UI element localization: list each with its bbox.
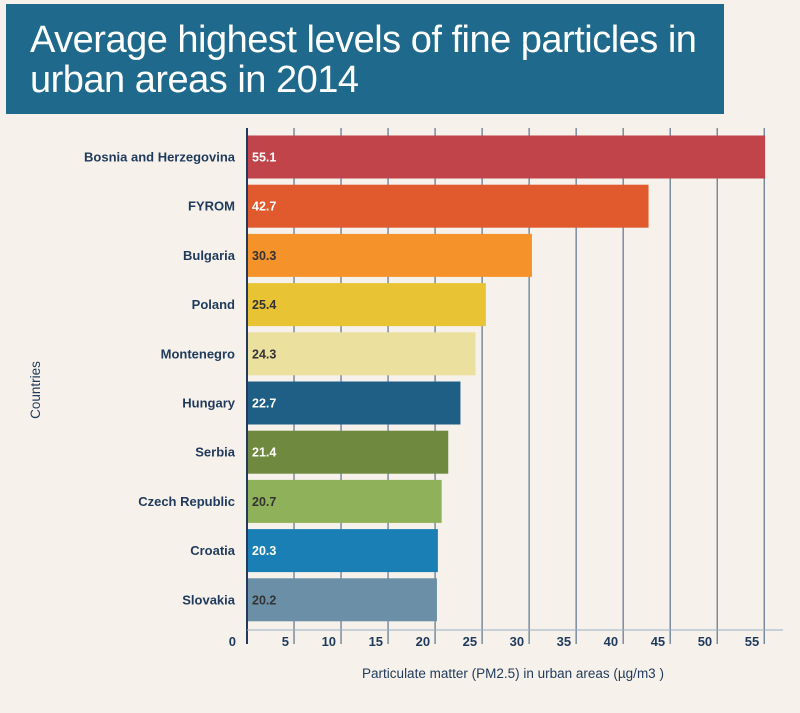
x-tick-55: 55 xyxy=(745,634,759,649)
bar-9 xyxy=(247,529,438,573)
value-label-3: 30.3 xyxy=(252,249,276,263)
bar-6 xyxy=(247,381,461,425)
value-label-5: 24.3 xyxy=(252,347,276,361)
x-tick-20: 20 xyxy=(416,634,430,649)
x-tick-15: 15 xyxy=(369,634,383,649)
category-label-3: Bulgaria xyxy=(183,248,236,263)
category-label-9: Croatia xyxy=(190,543,236,558)
x-tick-30: 30 xyxy=(510,634,524,649)
category-label-4: Poland xyxy=(192,297,235,312)
bars-group: 55.1 42.7 30.3 25.4 24.3 22.7 21.4 20.7 20.3 20.2 xyxy=(247,135,766,622)
bar-8 xyxy=(247,479,442,523)
chart-title-line-2: urban areas in 2014 xyxy=(30,59,359,101)
x-tick-40: 40 xyxy=(604,634,618,649)
x-tick-35: 35 xyxy=(557,634,571,649)
category-label-7: Serbia xyxy=(195,445,236,460)
bar-1 xyxy=(247,135,766,179)
x-tick-25: 25 xyxy=(463,634,477,649)
value-label-8: 20.7 xyxy=(252,495,276,509)
bar-5 xyxy=(247,332,476,376)
x-axis-title: Particulate matter (PM2.5) in urban area… xyxy=(362,666,664,681)
value-label-10: 20.2 xyxy=(252,593,276,607)
category-label-1: Bosnia and Herzegovina xyxy=(84,150,236,165)
y-axis-title: Countries xyxy=(28,361,43,419)
value-label-6: 22.7 xyxy=(252,397,276,411)
title-banner: Average highest levels of fine particles… xyxy=(6,4,724,114)
category-labels: Bosnia and Herzegovina FYROM Bulgaria Polan… xyxy=(84,150,236,608)
category-label-2: FYROM xyxy=(188,199,235,214)
chart-title-line-1: Average highest levels of fine particles… xyxy=(30,19,697,61)
value-label-7: 21.4 xyxy=(252,446,276,460)
value-label-9: 20.3 xyxy=(252,544,276,558)
category-label-8: Czech Republic xyxy=(138,494,235,509)
x-tick-45: 45 xyxy=(651,634,665,649)
category-label-10: Slovakia xyxy=(182,592,236,607)
bar-10 xyxy=(247,578,437,622)
bar-7 xyxy=(247,430,449,474)
bar-2 xyxy=(247,184,649,228)
value-label-1: 55.1 xyxy=(252,151,276,165)
bar-3 xyxy=(247,233,532,277)
x-tick-0: 0 xyxy=(229,634,236,649)
category-label-6: Hungary xyxy=(182,396,236,411)
x-tick-5: 5 xyxy=(282,634,289,649)
category-label-5: Montenegro xyxy=(161,346,235,361)
x-tick-labels: 0 5 10 15 20 25 30 35 40 45 50 55 xyxy=(229,634,759,649)
x-tick-50: 50 xyxy=(698,634,712,649)
value-label-2: 42.7 xyxy=(252,200,276,214)
value-label-4: 25.4 xyxy=(252,298,276,312)
bar-4 xyxy=(247,283,486,327)
x-tick-10: 10 xyxy=(322,634,336,649)
